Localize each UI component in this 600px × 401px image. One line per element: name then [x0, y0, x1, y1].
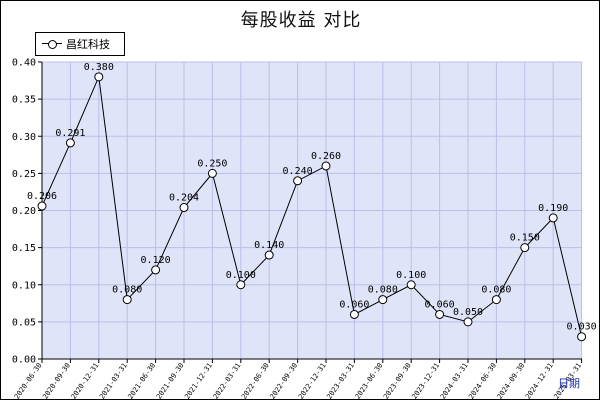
y-tick-label: 0.25: [12, 169, 36, 180]
legend-label: 昌红科技: [66, 38, 110, 51]
data-point: [236, 280, 246, 290]
data-point: [321, 161, 331, 171]
data-label: 0.080: [368, 285, 398, 296]
data-point: [65, 138, 75, 148]
x-axis-label: 日期: [558, 377, 580, 390]
data-point: [463, 317, 473, 327]
data-label: 0.291: [55, 128, 85, 139]
y-tick-label: 0.10: [12, 280, 36, 291]
data-label: 0.250: [197, 158, 227, 169]
data-label: 0.100: [226, 270, 256, 281]
data-point: [349, 309, 359, 319]
data-point: [577, 332, 587, 342]
x-tick-label: 2021-09-30: [155, 362, 186, 401]
data-point: [435, 309, 445, 319]
data-point: [122, 295, 132, 305]
data-label: 0.080: [481, 285, 511, 296]
data-label: 0.060: [425, 299, 455, 310]
data-point: [548, 213, 558, 223]
y-tick-label: 0.35: [12, 95, 36, 106]
x-tick-label: 2022-06-30: [240, 362, 271, 401]
x-tick-label: 2021-03-31: [98, 362, 129, 401]
y-tick-label: 0.15: [12, 243, 36, 254]
data-point: [207, 168, 217, 178]
x-tick-label: 2024-03-31: [439, 362, 470, 401]
x-tick-label: 2020-12-31: [70, 362, 101, 401]
x-tick-label: 2023-06-30: [354, 362, 385, 401]
data-label: 0.080: [112, 285, 142, 296]
y-tick-label: 0.20: [12, 206, 36, 217]
data-label: 0.150: [510, 233, 540, 244]
data-point: [520, 243, 530, 253]
data-label: 0.240: [283, 166, 313, 177]
data-point: [179, 203, 189, 213]
y-tick-label: 0.30: [12, 132, 36, 143]
x-tick-label: 2022-12-31: [297, 362, 328, 401]
x-tick-label: 2023-03-31: [325, 362, 356, 401]
data-labels: 0.206 0.291 0.380 0.080 0.120 0.204 0.250 0.100…: [27, 62, 597, 333]
series-line-layer: [37, 72, 587, 342]
data-label: 0.120: [141, 255, 171, 266]
x-tick-label: 2021-06-30: [127, 362, 158, 401]
data-point: [264, 250, 274, 260]
data-label: 0.030: [567, 322, 597, 333]
x-tick-label: 2024-06-30: [467, 362, 498, 401]
data-point: [491, 295, 501, 305]
x-tick-label: 2024-12-31: [524, 362, 555, 401]
data-label: 0.100: [396, 270, 426, 281]
grid-lines: [42, 61, 583, 359]
legend: 昌红科技: [35, 32, 125, 56]
data-label: 0.140: [254, 240, 284, 251]
y-tick-label: 0.05: [12, 317, 36, 328]
data-label: 0.206: [27, 191, 57, 202]
x-tick-label: 2020-09-30: [41, 362, 72, 401]
data-point: [293, 176, 303, 186]
data-point: [151, 265, 161, 275]
x-tick-label: 2022-09-30: [269, 362, 300, 401]
y-tick-label: 0.40: [12, 58, 36, 69]
legend-marker-icon: [42, 39, 62, 49]
data-point: [378, 295, 388, 305]
x-tick-label: 2024-09-30: [496, 362, 527, 401]
x-tick-label: 2023-12-31: [411, 362, 442, 401]
data-point: [37, 201, 47, 211]
data-label: 0.190: [538, 203, 568, 214]
data-label: 0.204: [169, 193, 199, 204]
x-tick-label: 2023-09-30: [382, 362, 413, 401]
data-label: 0.060: [339, 299, 369, 310]
data-label: 0.380: [84, 62, 114, 73]
data-label: 0.050: [453, 307, 483, 318]
data-label: 0.260: [311, 151, 341, 162]
x-tick-label: 2022-03-31: [212, 362, 243, 401]
x-tick-label: 2020-06-30: [13, 362, 44, 401]
chart-title: 每股收益 对比: [240, 10, 362, 31]
data-point: [406, 280, 416, 290]
x-tick-label: 2021-12-31: [183, 362, 214, 401]
data-point: [94, 72, 104, 82]
y-tick-label: 0.00: [12, 355, 36, 366]
series-line: [41, 74, 583, 337]
